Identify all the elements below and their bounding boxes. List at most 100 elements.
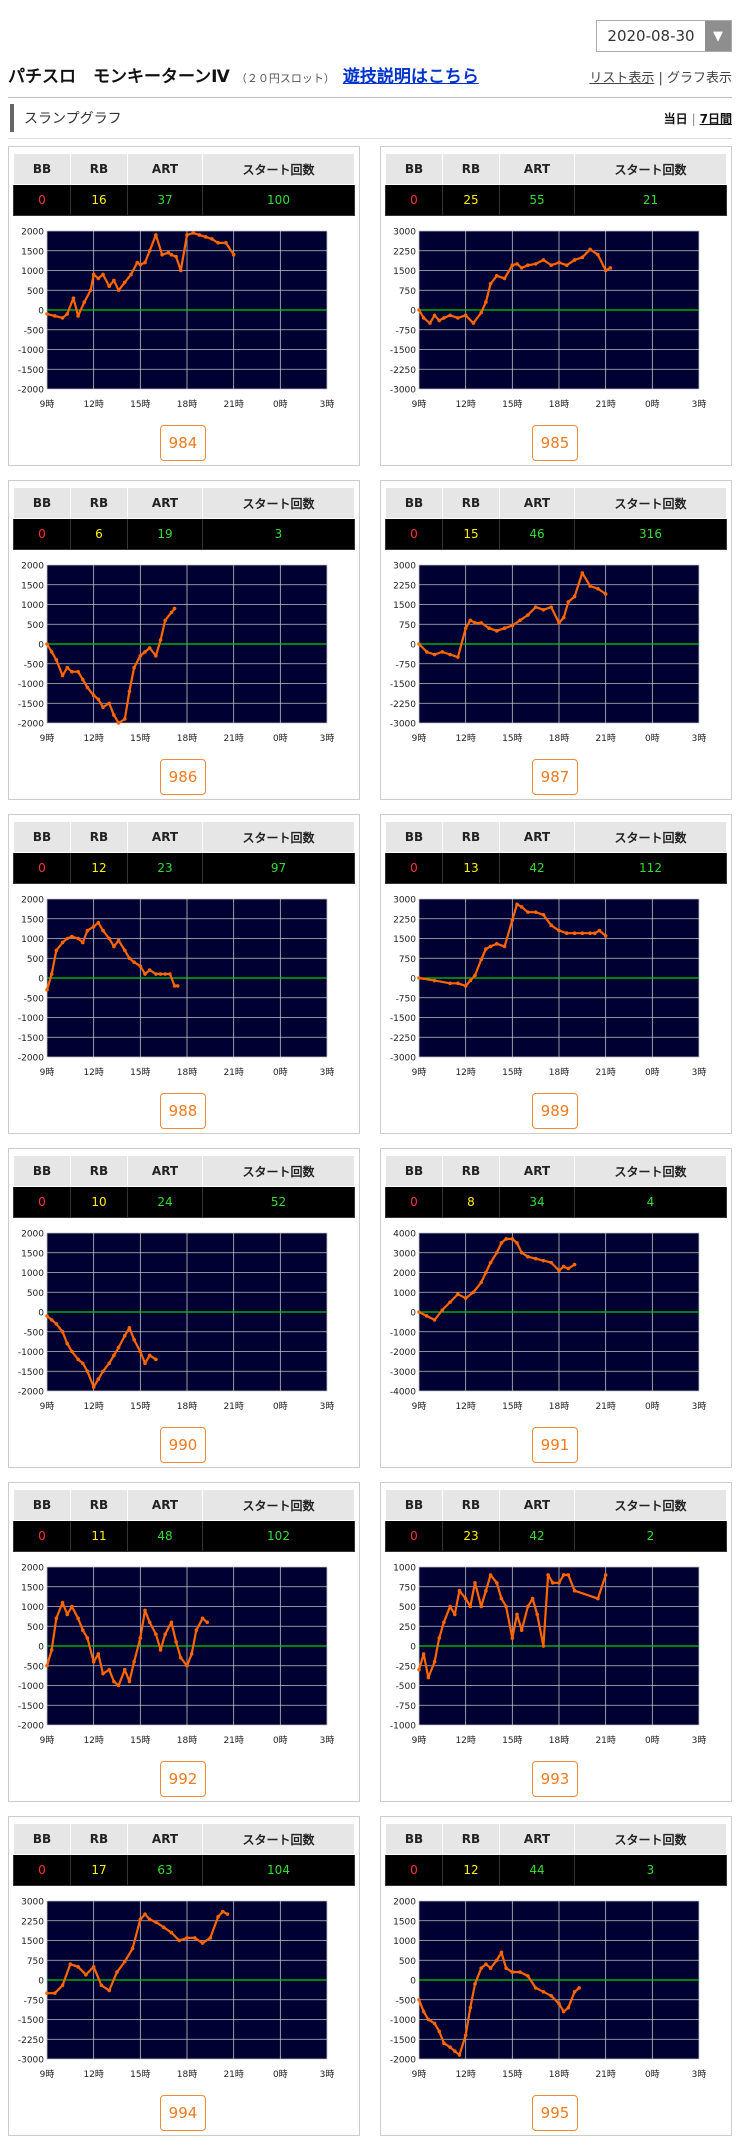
- x-tick-label: 21時: [223, 1401, 243, 1412]
- y-tick-label: -1500: [18, 700, 44, 710]
- stats-table: BB RB ART スタート回数 0 6 19 3: [13, 487, 355, 550]
- data-point: [147, 646, 152, 650]
- y-tick-label: -2000: [18, 1388, 44, 1398]
- unit-number-button[interactable]: 987: [532, 759, 578, 795]
- unit-number-button[interactable]: 985: [532, 425, 578, 461]
- data-point: [91, 1385, 96, 1389]
- data-point: [76, 936, 80, 941]
- data-point: [85, 685, 90, 690]
- data-point: [484, 1270, 488, 1275]
- y-tick-label: 1500: [21, 1583, 44, 1593]
- data-point: [557, 260, 561, 265]
- data-point: [154, 1920, 158, 1924]
- data-point: [526, 1604, 530, 1609]
- x-tick-label: 18時: [177, 2069, 197, 2080]
- data-point: [504, 1604, 508, 1609]
- data-point: [112, 278, 116, 283]
- unit-number-button[interactable]: 993: [532, 1761, 578, 1797]
- start-count: 2: [574, 1520, 727, 1552]
- stats-table: BB RB ART スタート回数 0 12 23 97: [13, 821, 355, 884]
- data-point: [417, 1310, 421, 1314]
- unit-number-button[interactable]: 990: [160, 1427, 206, 1463]
- data-point: [468, 2005, 473, 2010]
- unit-number-button[interactable]: 988: [160, 1093, 206, 1129]
- x-tick-label: 15時: [130, 1401, 150, 1412]
- header-bb: BB: [385, 1823, 443, 1855]
- x-tick-label: 3時: [692, 733, 707, 744]
- y-tick-label: -3000: [390, 1054, 416, 1064]
- data-point: [132, 665, 136, 670]
- range-today[interactable]: 当日: [663, 111, 688, 126]
- data-point: [566, 1573, 571, 1577]
- y-tick-label: -1500: [390, 1014, 416, 1024]
- y-tick-label: -1500: [18, 2016, 44, 2026]
- machine-card: BB RB ART スタート回数 0 23 42 2 993 1000 750 500…: [380, 1482, 732, 1802]
- data-point: [45, 312, 49, 316]
- data-point: [519, 1250, 524, 1255]
- data-point: [175, 984, 180, 988]
- bb-count: 0: [13, 1186, 71, 1218]
- data-point: [515, 262, 519, 266]
- unit-number-button[interactable]: 986: [160, 759, 206, 795]
- unit-number-button[interactable]: 991: [532, 1427, 578, 1463]
- x-tick-label: 12時: [455, 1401, 475, 1412]
- x-tick-label: 18時: [177, 1401, 197, 1412]
- data-point: [510, 623, 515, 628]
- header-bb: BB: [13, 1823, 71, 1855]
- x-tick-label: 21時: [223, 399, 243, 410]
- data-point: [463, 2033, 468, 2038]
- unit-number-button[interactable]: 984: [160, 425, 206, 461]
- stats-table: BB RB ART スタート回数 0 17 63 104: [13, 1823, 355, 1886]
- data-point: [504, 1966, 508, 1970]
- data-point: [161, 1925, 166, 1930]
- unit-number-button[interactable]: 992: [160, 1761, 206, 1797]
- art-count: 34: [499, 1186, 575, 1218]
- data-point: [101, 272, 105, 277]
- data-point: [96, 1652, 101, 1656]
- range-week[interactable]: 7日間: [699, 111, 732, 126]
- y-tick-label: 500: [27, 955, 44, 965]
- data-point: [122, 1959, 127, 1964]
- data-point: [194, 1628, 199, 1632]
- data-point: [557, 621, 561, 625]
- data-point: [127, 1679, 132, 1684]
- unit-number-button[interactable]: 994: [160, 2095, 206, 2131]
- data-point: [488, 1966, 493, 1970]
- rb-count: 8: [442, 1186, 500, 1218]
- x-tick-label: 15時: [502, 399, 522, 410]
- list-view-link[interactable]: リスト表示: [589, 71, 655, 86]
- data-point: [166, 250, 171, 255]
- howto-link[interactable]: 遊技説明はこちら: [342, 67, 479, 87]
- data-point: [456, 981, 460, 986]
- data-point: [588, 247, 592, 252]
- data-point: [225, 1912, 230, 1916]
- x-tick-label: 15時: [502, 733, 522, 744]
- header-bb: BB: [385, 821, 443, 853]
- data-point: [530, 1596, 535, 1601]
- header-art: ART: [127, 1489, 203, 1521]
- data-point: [101, 1369, 105, 1374]
- y-tick-label: 2000: [21, 228, 44, 238]
- header-start: スタート回数: [574, 1489, 727, 1521]
- x-tick-label: 21時: [595, 1401, 615, 1412]
- x-tick-label: 21時: [595, 2069, 615, 2080]
- data-point: [572, 594, 577, 599]
- y-tick-label: -2250: [18, 2036, 44, 2046]
- date-select[interactable]: 2020-08-30 ▼: [596, 20, 732, 52]
- data-point: [224, 241, 228, 245]
- data-point: [580, 931, 585, 936]
- data-point: [80, 1628, 85, 1632]
- y-tick-label: -1000: [390, 1328, 416, 1338]
- unit-number-button[interactable]: 995: [532, 2095, 578, 2131]
- unit-number-button[interactable]: 989: [532, 1093, 578, 1129]
- chevron-down-icon[interactable]: ▼: [705, 21, 731, 51]
- data-point: [147, 1917, 152, 1922]
- data-point: [432, 978, 437, 983]
- y-tick-label: 2250: [21, 1917, 44, 1927]
- data-point: [468, 978, 473, 983]
- data-point: [463, 984, 468, 988]
- data-point: [432, 1660, 437, 1664]
- data-point: [76, 669, 80, 674]
- y-tick-label: -1000: [18, 346, 44, 356]
- header-rb: RB: [70, 821, 128, 853]
